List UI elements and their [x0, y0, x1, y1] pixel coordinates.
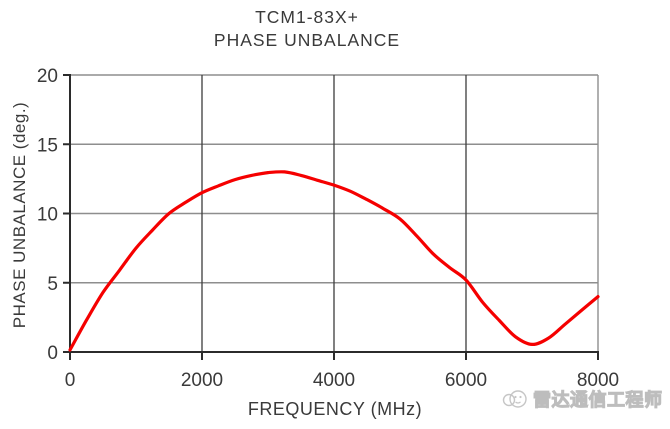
y-tick-label: 5: [47, 274, 58, 295]
x-axis-title: FREQUENCY (MHz): [247, 399, 423, 419]
x-tick-label: 0: [65, 370, 76, 391]
x-tick-label: 6000: [445, 370, 487, 391]
chart-title-metric: PHASE UNBALANCE: [213, 30, 401, 50]
x-tick-label: 4000: [313, 370, 355, 391]
x-tick-label: 8000: [577, 370, 619, 391]
y-tick-label: 20: [37, 66, 58, 87]
watermark-text: 雷达通信工程师: [533, 390, 663, 411]
watermark-logo-icon: [502, 390, 527, 408]
chart-title: TCM1-83X+ PHASE UNBALANCE: [0, 6, 614, 52]
y-tick-label: 10: [37, 205, 58, 226]
y-tick-label: 0: [47, 343, 58, 364]
phase-unbalance-curve: [68, 170, 600, 352]
watermark: 雷达通信工程师: [501, 386, 663, 412]
chart-title-model: TCM1-83X+: [255, 7, 359, 27]
x-tick-label: 2000: [181, 370, 223, 391]
y-tick-label: 15: [37, 135, 58, 156]
